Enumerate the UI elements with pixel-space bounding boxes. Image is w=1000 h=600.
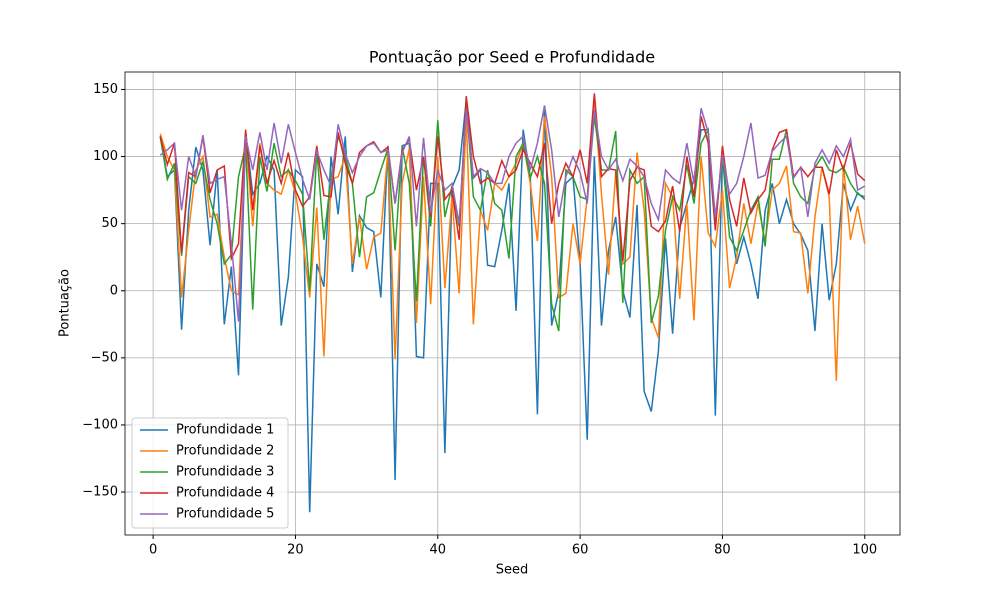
series-line <box>159 97 866 381</box>
chart-title: Pontuação por Seed e Profundidade <box>369 48 655 67</box>
series-line <box>159 100 866 513</box>
legend-label: Profundidade 1 <box>176 423 274 438</box>
series-line <box>159 102 866 332</box>
x-tick-label: 100 <box>852 543 877 558</box>
series-line <box>159 93 866 262</box>
x-tick-label: 0 <box>149 543 157 558</box>
legend: Profundidade 1 Profundidade 2 Profundidade… <box>131 417 289 529</box>
y-tick-label: −100 <box>82 417 118 432</box>
series-line <box>159 105 866 322</box>
y-tick-label: 150 <box>93 82 118 97</box>
legend-label: Profundidade 3 <box>176 465 274 480</box>
x-axis-label: Seed <box>496 563 529 578</box>
x-tick-label: 20 <box>287 543 304 558</box>
x-tick-label: 60 <box>572 543 589 558</box>
x-tick-label: 40 <box>430 543 447 558</box>
y-tick-label: 50 <box>101 216 118 231</box>
legend-label: Profundidade 4 <box>176 486 274 501</box>
legend-label: Profundidade 5 <box>176 507 274 522</box>
y-tick-label: 100 <box>93 149 118 164</box>
y-tick-label: −150 <box>82 485 118 500</box>
y-axis-label: Pontuação <box>58 269 73 337</box>
legend-label: Profundidade 2 <box>176 444 274 459</box>
plot-frame <box>124 71 901 536</box>
y-tick-label: −50 <box>91 350 118 365</box>
y-tick-label: 0 <box>110 283 118 298</box>
legend-box <box>131 417 289 529</box>
x-tick-label: 80 <box>714 543 731 558</box>
